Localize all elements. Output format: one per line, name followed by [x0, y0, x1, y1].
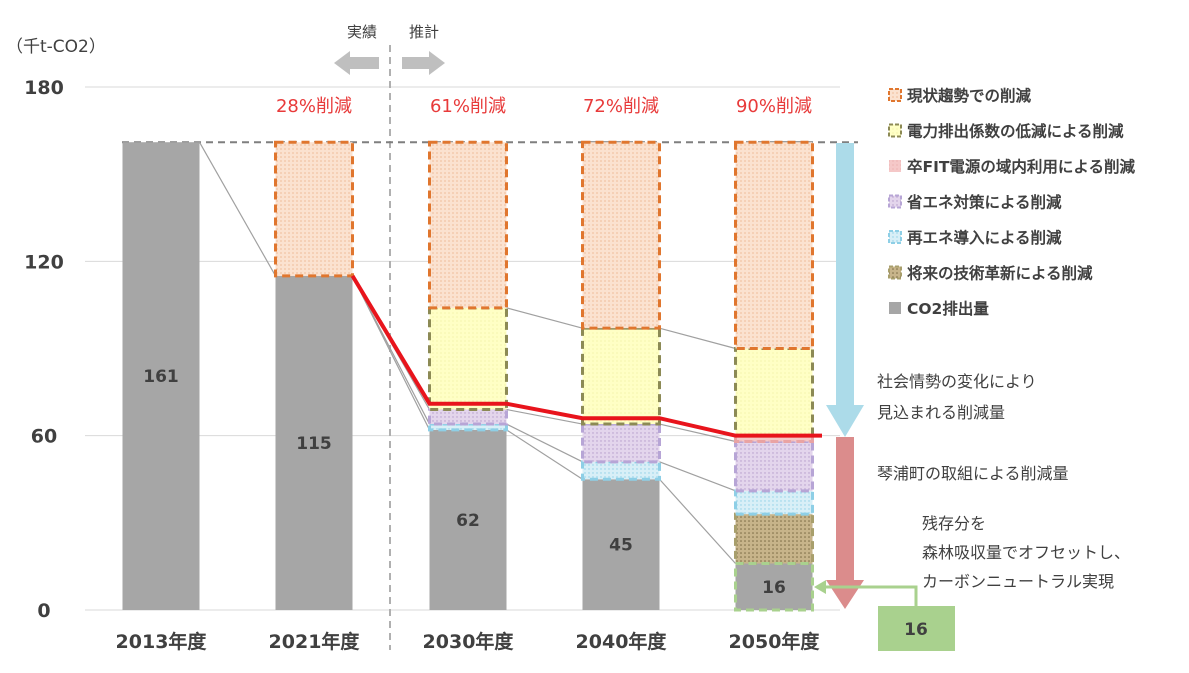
bar-2040年度-seg-3 [581, 422, 661, 464]
y-tick-120: 120 [24, 251, 64, 273]
connector-2040-2050-save [659, 423, 736, 443]
bar-2050年度-seg-6 [734, 140, 814, 350]
connector-2030-2040-renew [506, 423, 583, 463]
connector-2030-2040-grid [506, 307, 583, 329]
bar-value-labels: 161 115 62 45 16 [143, 367, 786, 598]
y-tick-0: 0 [37, 600, 50, 622]
x-label-2030年度: 2030年度 [423, 630, 515, 653]
bar-value-2030年度: 62 [456, 511, 480, 531]
bar-2050年度-seg-5 [734, 347, 814, 438]
estimate-label: 推計 [409, 23, 439, 41]
bar-2040年度-seg-2 [581, 460, 661, 481]
offset-text-3: カーボンニュートラル実現 [922, 572, 1114, 591]
y-axis-unit-label: （千t-CO2） [6, 37, 106, 57]
x-label-2050年度: 2050年度 [729, 630, 821, 653]
legend-swatch-1 [888, 123, 902, 138]
bar-value-2021年度: 115 [296, 434, 332, 454]
bar-2040年度-seg-6 [581, 140, 661, 330]
bar-2050年度-seg-3 [734, 439, 814, 493]
bar-value-2013年度: 161 [143, 367, 179, 387]
bar-2030年度-seg-2 [428, 422, 508, 432]
bar-2030年度-seg-6 [428, 140, 508, 310]
social-change-text-1: 社会情勢の変化により [877, 372, 1037, 391]
bar-value-2050年度: 16 [762, 578, 786, 598]
x-label-2021年度: 2021年度 [269, 630, 361, 653]
connector-2013-2021 [198, 141, 277, 277]
legend-label-3: 省エネ対策による削減 [906, 193, 1062, 212]
reduction-label-2021年度: 28%削減 [276, 96, 352, 117]
bar-2050年度-seg-4 [734, 434, 814, 443]
town-effort-text: 琴浦町の取組による削減量 [877, 464, 1069, 483]
connector-2030-2040-save [506, 408, 583, 425]
offset-text-2: 森林吸収量でオフセットし、 [922, 543, 1130, 562]
legend-swatch-6 [889, 302, 901, 314]
town-effort-arrow [826, 437, 864, 609]
legend-swatch-3 [888, 194, 902, 209]
bar-2030年度-seg-3 [428, 408, 508, 426]
reduction-label-2050年度: 90%削減 [736, 96, 812, 117]
offset-connector [822, 585, 918, 606]
bar-value-2040年度: 45 [609, 536, 633, 556]
connector-2040-2050-renew [659, 461, 736, 492]
connector-2040-2050-grid [659, 327, 736, 350]
bar-2021年度-seg-6 [274, 140, 354, 278]
offset-arrowhead-icon [814, 580, 826, 594]
legend-label-5: 将来の技術革新による削減 [907, 264, 1093, 283]
y-tick-180: 180 [24, 77, 64, 99]
bars [122, 140, 814, 612]
bar-2021年度-seg-0 [275, 275, 353, 610]
legend-label-4: 再エネ導入による削減 [907, 228, 1062, 247]
social-change-arrow [826, 143, 864, 437]
legend: 現状趨勢での削減電力排出係数の低減による削減卒FIT電源の域内利用による削減省エ… [888, 86, 1135, 318]
connector-lines [198, 141, 736, 564]
legend-swatch-2 [889, 160, 901, 172]
reduction-label-2040年度: 72%削減 [583, 96, 659, 117]
offset-value: 16 [904, 620, 928, 640]
y-axis-ticks: 0 60 120 180 [24, 77, 64, 622]
x-label-2013年度: 2013年度 [116, 630, 208, 653]
bar-2050年度-seg-0 [735, 563, 813, 610]
estimate-arrow-icon [402, 51, 445, 75]
bar-2040年度-seg-5 [581, 326, 661, 426]
y-tick-60: 60 [31, 426, 57, 448]
x-axis-labels: 2013年度 2021年度 2030年度 2040年度 2050年度 [116, 630, 821, 653]
bar-2030年度-seg-5 [428, 306, 508, 412]
legend-swatch-5 [888, 265, 902, 280]
bar-2050年度-seg-2 [734, 489, 814, 516]
offset-dashed-box [734, 562, 814, 612]
legend-label-2: 卒FIT電源の域内利用による削減 [907, 157, 1135, 176]
legend-label-1: 電力排出係数の低減による削減 [907, 122, 1124, 141]
bar-2030年度-seg-0 [429, 429, 507, 610]
actual-label: 実績 [347, 23, 377, 41]
offset-text-1: 残存分を [922, 514, 986, 533]
total-emission-trend-line [350, 274, 822, 438]
legend-label-6: CO2排出量 [907, 299, 989, 318]
bar-2013年度-seg-0 [122, 142, 200, 610]
bar-2040年度-seg-0 [582, 479, 660, 610]
connector-2040-2050-co2 [659, 478, 736, 564]
x-label-2040年度: 2040年度 [576, 630, 668, 653]
legend-swatch-4 [888, 230, 902, 244]
legend-swatch-0 [888, 88, 902, 102]
bar-2050年度-seg-1 [734, 512, 814, 566]
reduction-label-2030年度: 61%削減 [430, 96, 506, 117]
connector-2030-2040-co2 [506, 429, 583, 480]
reduction-labels: 28%削減 61%削減 72%削減 90%削減 [276, 96, 812, 117]
social-change-text-2: 見込まれる削減量 [877, 403, 1005, 422]
offset-value-box [878, 606, 955, 651]
actual-arrow-icon [334, 51, 379, 75]
legend-label-0: 現状趨勢での削減 [907, 86, 1032, 105]
